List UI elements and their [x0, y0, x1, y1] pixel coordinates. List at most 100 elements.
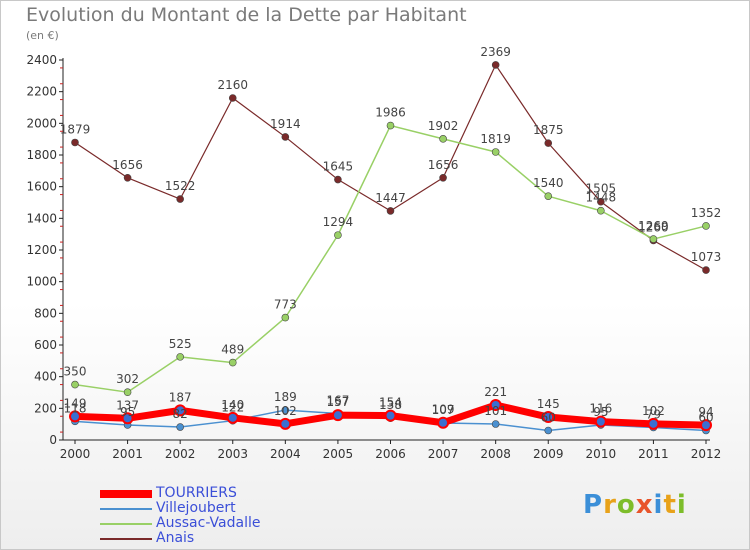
data-label-anais: 1914 — [270, 117, 301, 131]
data-label-villejoubert: 60 — [698, 411, 713, 425]
data-label-anais: 1645 — [323, 160, 354, 174]
data-point-tourriers — [594, 415, 607, 428]
data-point-aussac-vadalle — [176, 353, 184, 361]
data-label-aussac-vadalle: 1819 — [480, 132, 511, 146]
data-label-aussac-vadalle: 773 — [274, 298, 297, 312]
data-label-aussac-vadalle: 302 — [116, 372, 139, 386]
data-point-aussac-vadalle — [491, 148, 500, 156]
data-label-anais: 2160 — [217, 78, 248, 92]
data-label-aussac-vadalle: 350 — [64, 365, 87, 379]
x-tick-label: 2005 — [323, 447, 354, 461]
data-point-villejoubert — [544, 426, 553, 435]
data-point-anais — [597, 197, 605, 206]
data-label-tourriers: 102 — [274, 404, 297, 418]
y-tick-label: 1800 — [26, 148, 57, 162]
x-tick-label: 2012 — [691, 447, 722, 461]
logo-letter: t — [663, 490, 677, 520]
data-label-aussac-vadalle: 1352 — [691, 206, 722, 220]
chart-subtitle: (en €) — [26, 29, 59, 42]
y-tick-label: 2000 — [26, 116, 57, 130]
x-tick-label: 2011 — [638, 447, 669, 461]
data-label-anais: 1447 — [375, 191, 406, 205]
data-point-tourriers — [647, 417, 660, 430]
proxiti-logo: Proxiti — [583, 490, 687, 520]
data-label-villejoubert: 118 — [64, 401, 87, 415]
data-point-anais — [439, 174, 447, 182]
data-label-tourriers: 109 — [432, 403, 455, 417]
x-tick-label: 2008 — [480, 447, 511, 461]
data-label-tourriers: 94 — [698, 405, 713, 419]
data-label-aussac-vadalle: 489 — [221, 343, 244, 357]
data-label-tourriers: 154 — [379, 396, 402, 410]
data-label-anais: 1073 — [691, 250, 722, 264]
data-point-villejoubert — [491, 420, 500, 428]
logo-letter: i — [653, 490, 664, 520]
x-tick-label: 2000 — [60, 447, 91, 461]
data-label-villejoubert: 82 — [173, 407, 188, 421]
logo-letter: P — [583, 490, 604, 520]
data-point-aussac-vadalle — [439, 135, 447, 143]
legend-label: TOURRIERS — [156, 485, 237, 501]
chart-title: Evolution du Montant de la Dette par Hab… — [26, 4, 467, 26]
data-label-anais: 1875 — [533, 123, 564, 137]
data-label-villejoubert: 95 — [593, 405, 608, 419]
data-label-villejoubert: 107 — [432, 403, 455, 417]
data-point-aussac-vadalle — [71, 380, 79, 389]
data-label-anais: 2369 — [480, 45, 511, 59]
x-tick-label: 2001 — [112, 447, 143, 461]
data-point-aussac-vadalle — [702, 222, 710, 230]
data-label-aussac-vadalle: 525 — [169, 337, 192, 351]
data-point-anais — [544, 139, 553, 147]
y-tick-label: 400 — [34, 370, 57, 384]
data-label-aussac-vadalle: 1448 — [586, 191, 617, 205]
y-tick-label: 1200 — [26, 243, 57, 257]
data-point-aussac-vadalle — [597, 206, 605, 215]
data-point-tourriers — [700, 419, 712, 432]
data-label-anais: 1656 — [428, 158, 459, 172]
y-tick-label: 800 — [34, 306, 57, 320]
data-point-tourriers — [384, 409, 397, 422]
data-label-anais: 1656 — [112, 158, 143, 172]
data-label-villejoubert: 189 — [274, 390, 297, 404]
legend-swatch — [100, 523, 152, 525]
data-label-aussac-vadalle: 1540 — [533, 176, 564, 190]
data-point-aussac-vadalle — [228, 358, 237, 367]
data-point-tourriers — [69, 410, 81, 423]
legend-swatch — [100, 538, 152, 540]
data-point-tourriers — [279, 417, 292, 430]
data-point-anais — [123, 174, 132, 182]
x-tick-label: 2006 — [375, 447, 406, 461]
data-point-tourriers — [121, 412, 134, 425]
data-label-tourriers: 116 — [589, 402, 612, 416]
y-tick-label: 600 — [34, 338, 57, 352]
data-label-anais: 1505 — [586, 182, 617, 196]
data-point-villejoubert — [281, 406, 290, 414]
data-point-tourriers — [489, 399, 502, 412]
data-point-aussac-vadalle — [334, 231, 342, 239]
data-label-villejoubert: 122 — [221, 401, 244, 415]
data-point-villejoubert — [176, 423, 184, 431]
data-label-villejoubert: 79 — [646, 407, 661, 421]
x-tick-label: 2002 — [165, 447, 196, 461]
y-tick-label: 1400 — [26, 211, 57, 225]
data-label-aussac-vadalle: 1294 — [323, 215, 354, 229]
data-label-aussac-vadalle: 1902 — [428, 119, 459, 133]
data-label-aussac-vadalle: 1269 — [638, 219, 669, 233]
legend-swatch — [100, 508, 152, 510]
data-label-tourriers: 137 — [116, 398, 139, 412]
y-tick-label: 1600 — [26, 180, 57, 194]
data-point-anais — [281, 133, 290, 141]
data-label-anais: 1260 — [638, 221, 669, 235]
series-line-aussac-vadalle — [74, 124, 707, 393]
y-tick-label: 2200 — [26, 85, 57, 99]
logo-letter: r — [603, 490, 617, 520]
data-point-aussac-vadalle — [386, 121, 395, 130]
data-point-aussac-vadalle — [544, 192, 553, 200]
logo-letter: i — [676, 490, 687, 520]
logo-letter: x — [635, 490, 654, 520]
data-label-anais: 1879 — [60, 122, 91, 136]
data-label-anais: 1522 — [165, 179, 196, 193]
data-label-tourriers: 187 — [169, 390, 192, 404]
x-tick-label: 2003 — [217, 447, 248, 461]
